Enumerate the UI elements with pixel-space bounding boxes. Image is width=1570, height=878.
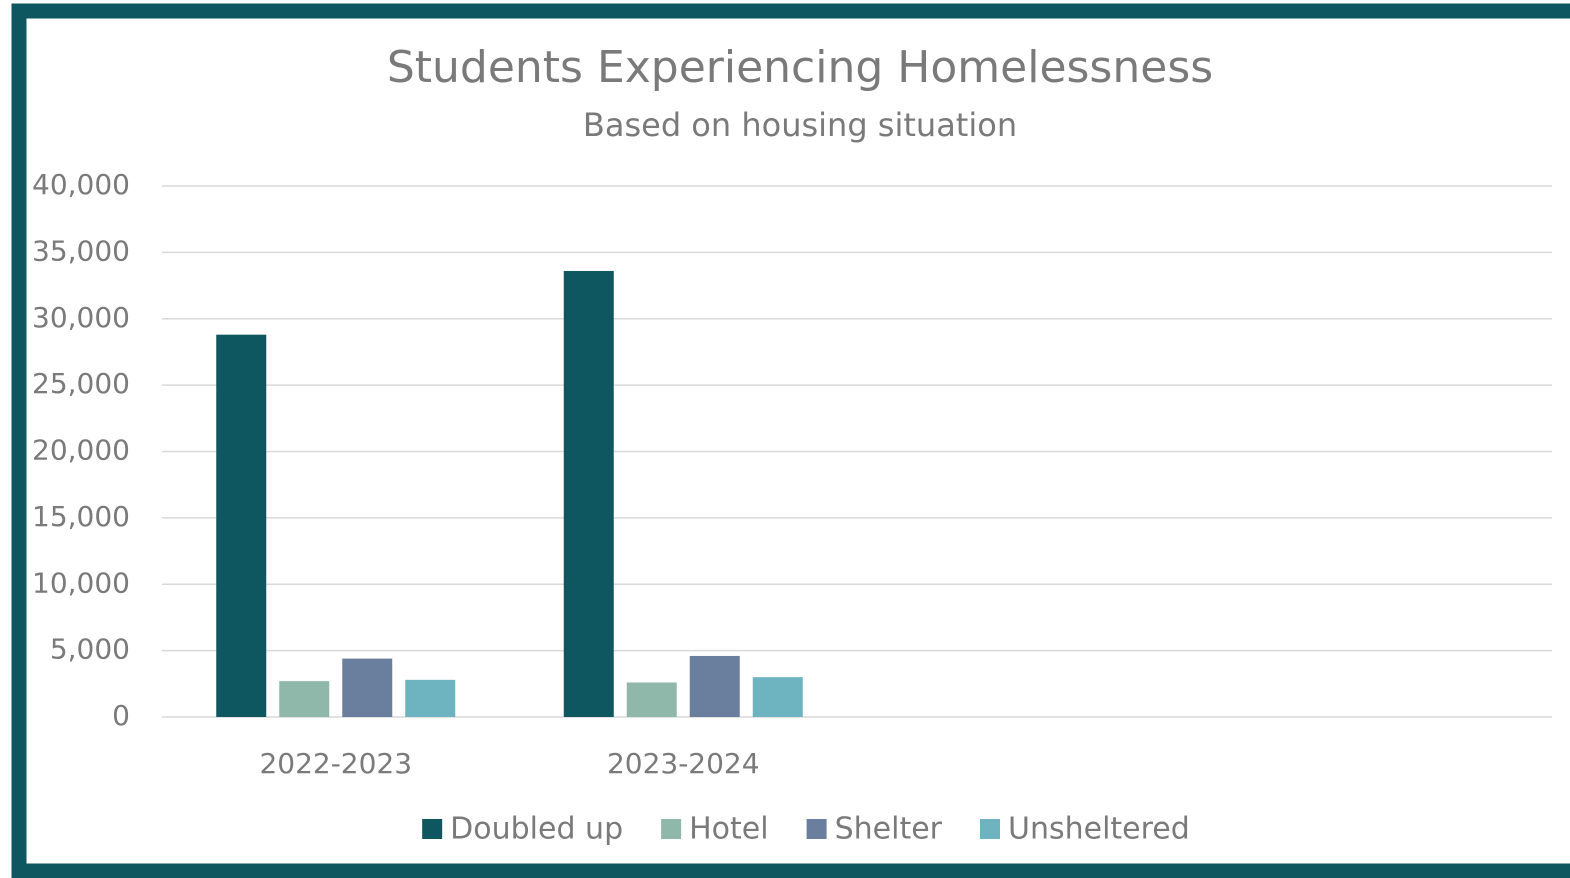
- chart-title: Students Experiencing Homelessness: [387, 42, 1213, 93]
- frame: [11, 3, 1570, 878]
- bar: [752, 677, 803, 717]
- legend-swatch: [806, 819, 827, 839]
- y-tick-label: 20,000: [32, 434, 130, 467]
- bar: [216, 334, 267, 717]
- y-tick-label: 0: [112, 699, 130, 732]
- legend-label: Unsheltered: [1008, 812, 1190, 847]
- legend-label: Shelter: [835, 812, 943, 847]
- y-tick-label: 15,000: [32, 500, 130, 533]
- y-tick-label: 10,000: [32, 566, 130, 599]
- bar: [563, 270, 614, 717]
- bar: [279, 681, 330, 717]
- legend-swatch: [661, 819, 682, 839]
- legend-label: Doubled up: [450, 812, 623, 847]
- bar: [689, 655, 740, 717]
- bar: [405, 679, 456, 717]
- y-tick-label: 5,000: [50, 633, 130, 666]
- legend-label: Hotel: [689, 812, 768, 847]
- y-tick-label: 30,000: [32, 301, 130, 334]
- x-tick-label: 2023-2024: [607, 747, 760, 780]
- y-tick-label: 35,000: [32, 234, 130, 267]
- legend-swatch: [980, 819, 1001, 839]
- legend-swatch: [422, 819, 443, 839]
- bar: [342, 658, 393, 717]
- bar: [626, 682, 677, 717]
- y-tick-label: 40,000: [32, 168, 130, 201]
- x-tick-label: 2022-2023: [259, 747, 412, 780]
- y-tick-label: 25,000: [32, 367, 130, 400]
- chart-subtitle: Based on housing situation: [583, 106, 1017, 144]
